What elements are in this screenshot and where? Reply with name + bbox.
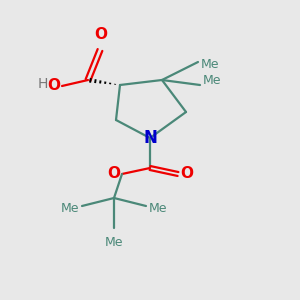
Text: Me: Me [61,202,79,214]
Text: O: O [47,79,60,94]
Text: Me: Me [105,236,123,249]
Text: Me: Me [149,202,167,214]
Text: O: O [94,27,107,42]
Text: O: O [181,167,194,182]
Text: H: H [38,77,48,91]
Text: Me: Me [203,74,221,88]
Text: O: O [107,167,121,182]
Text: N: N [143,129,157,147]
Text: Me: Me [201,58,220,70]
